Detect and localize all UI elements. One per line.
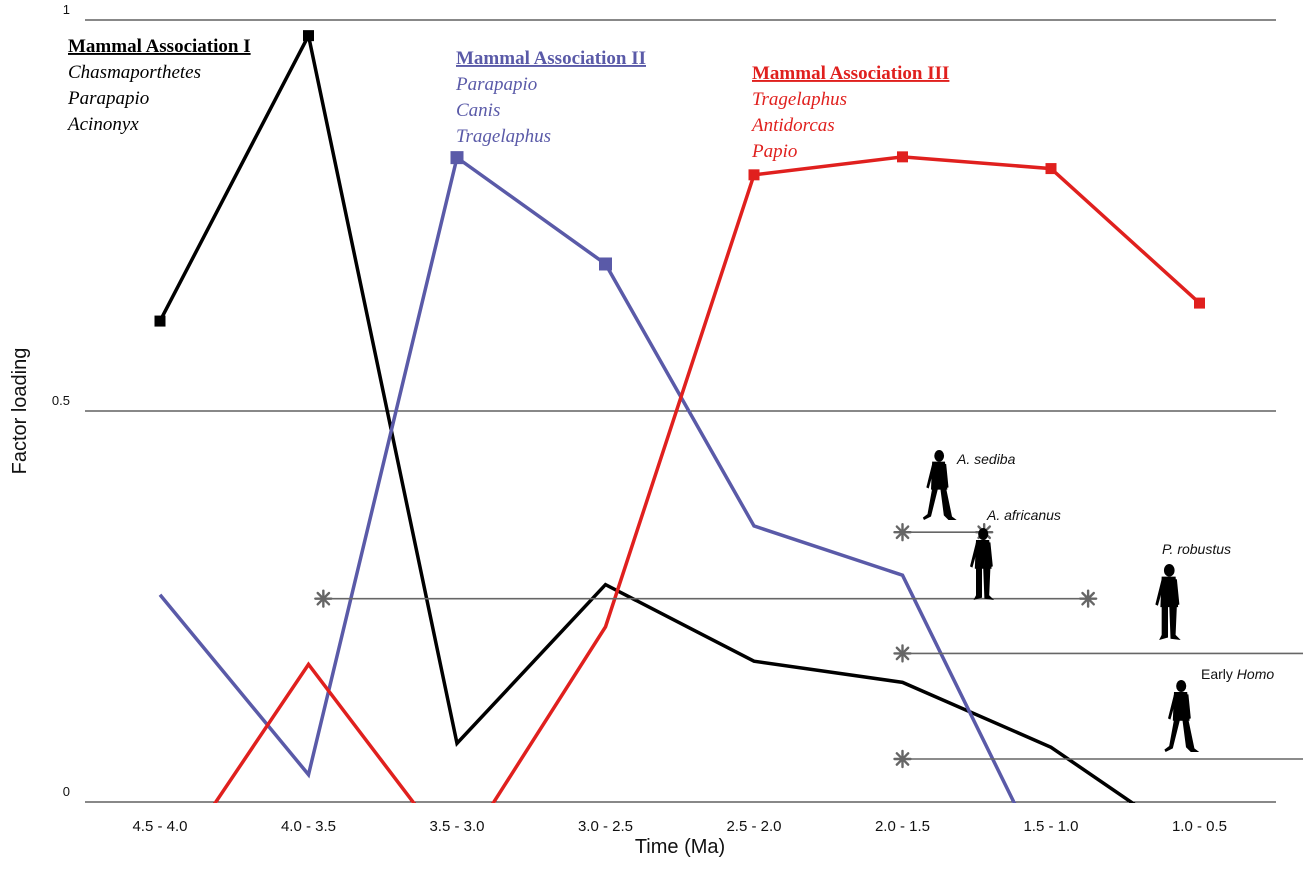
y-tick-label: 0.5 <box>52 393 70 408</box>
hominin-label-prefix: Early <box>1201 666 1237 682</box>
series-1-point <box>303 30 314 42</box>
hominin-silhouette-icon <box>1155 564 1181 640</box>
hominin-silhouette-icon <box>922 450 957 520</box>
x-tick-label: 3.0 - 2.5 <box>578 818 633 835</box>
x-axis-title: Time (Ma) <box>635 836 725 858</box>
association-taxon: Parapapio <box>67 88 149 109</box>
series-3-point <box>897 151 908 163</box>
association-taxon: Tragelaphus <box>456 126 551 147</box>
hominin-label: A. sediba <box>956 451 1016 467</box>
hominin-ranges <box>314 523 1303 769</box>
association-taxon: Canis <box>456 100 500 121</box>
hominin-silhouettes: A. sediba A. africanus P. robustus Early Ho… <box>922 450 1274 752</box>
x-tick-label: 1.0 - 0.5 <box>1172 818 1227 835</box>
x-tick-label: 4.5 - 4.0 <box>132 818 187 835</box>
association-taxon: Antidorcas <box>750 115 835 136</box>
y-tick-labels: 00.51 <box>52 2 70 799</box>
series-lines <box>154 30 1205 803</box>
hominin-silhouette-icon <box>1164 680 1200 752</box>
association-taxon: Parapapio <box>455 74 537 95</box>
range-start-marker <box>893 749 912 769</box>
range-start-marker <box>893 644 912 663</box>
x-tick-labels: 4.5 - 4.0 4.0 - 3.5 3.5 - 3.0 3.0 - 2.5 2.5 … <box>132 818 1227 835</box>
series-1-point <box>154 315 166 327</box>
series-2-point <box>599 257 612 271</box>
hominin-label: P. robustus <box>1162 541 1231 557</box>
x-tick-label: 4.0 - 3.5 <box>281 818 336 835</box>
range-start-marker <box>893 523 912 542</box>
hominin-label: A. africanus <box>986 507 1061 523</box>
series-2-point <box>450 151 464 165</box>
x-tick-label: 1.5 - 1.0 <box>1023 818 1078 835</box>
association-title-2: Mammal Association II <box>456 48 646 69</box>
association-legends: Mammal Association I Chasmaporthetes Parap… <box>66 36 949 162</box>
y-tick-label: 0 <box>63 784 70 799</box>
association-title-3: Mammal Association III <box>752 63 949 84</box>
series-3-point <box>1194 297 1205 309</box>
hominin-silhouette-icon <box>970 528 994 600</box>
series-line-1 <box>158 30 1136 803</box>
association-taxon: Tragelaphus <box>752 89 847 110</box>
association-taxon: Chasmaporthetes <box>68 62 201 83</box>
x-tick-label: 3.5 - 3.0 <box>429 818 484 835</box>
range-start-marker <box>314 589 333 608</box>
hominin-label: Early Homo <box>1201 666 1274 682</box>
hominin-label-genus: Homo <box>1237 666 1275 682</box>
series-line-3 <box>213 155 1201 803</box>
series-3-point <box>748 169 760 181</box>
gridlines <box>85 19 1276 803</box>
x-tick-label: 2.5 - 2.0 <box>726 818 781 835</box>
y-tick-label: 1 <box>63 2 70 17</box>
association-title-1: Mammal Association I <box>68 36 251 57</box>
association-taxon: Acinonyx <box>66 114 139 135</box>
association-taxon: Papio <box>751 141 797 162</box>
range-end-marker <box>1078 589 1098 608</box>
y-axis-title: Factor loading <box>9 348 31 475</box>
series-3-point <box>1045 163 1057 175</box>
x-tick-label: 2.0 - 1.5 <box>875 818 930 835</box>
